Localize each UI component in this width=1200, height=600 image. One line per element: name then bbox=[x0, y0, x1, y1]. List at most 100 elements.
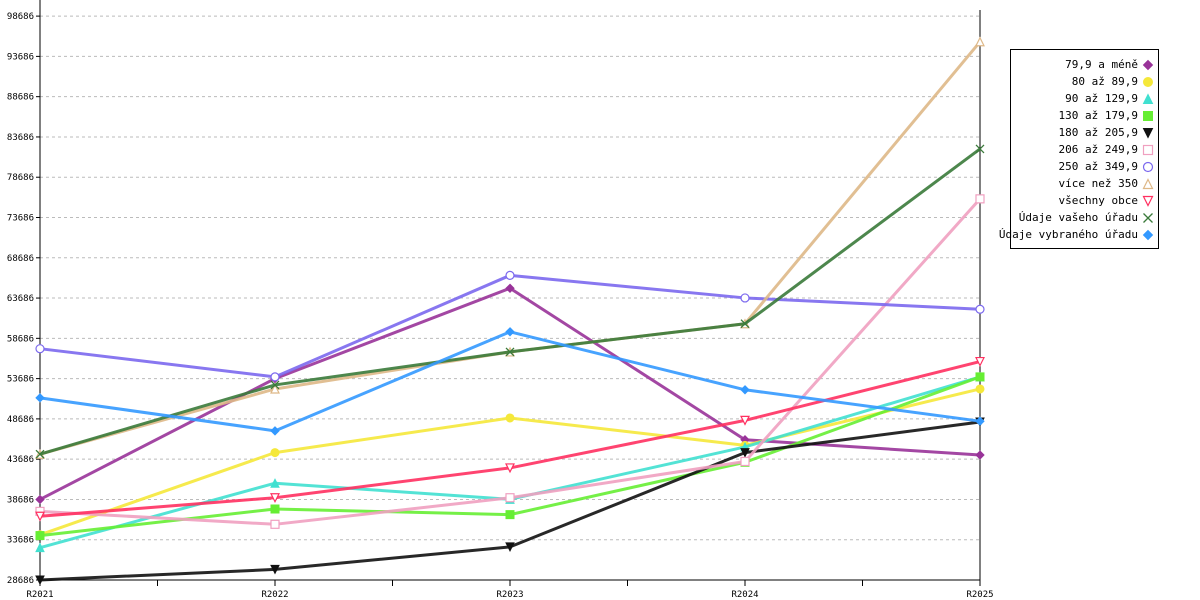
legend-marker-icon bbox=[1142, 127, 1154, 139]
series-line bbox=[35, 371, 985, 553]
data-point bbox=[35, 542, 45, 553]
y-tick-label: 68686 bbox=[7, 254, 34, 264]
y-tick-label: 63686 bbox=[7, 294, 34, 304]
data-point bbox=[1143, 110, 1153, 121]
y-tick-label: 33686 bbox=[7, 536, 34, 546]
legend-item: 80 až 89,9 bbox=[1072, 73, 1154, 90]
data-point bbox=[505, 270, 515, 280]
legend-label: Údaje vybraného úřadu bbox=[998, 228, 1138, 241]
data-point bbox=[270, 383, 280, 394]
data-point bbox=[975, 450, 985, 460]
data-point bbox=[505, 327, 515, 337]
series-line bbox=[35, 194, 985, 529]
x-tick-label: R2025 bbox=[966, 590, 993, 600]
data-point bbox=[975, 356, 985, 367]
data-point bbox=[975, 36, 985, 47]
y-tick-label: 98686 bbox=[7, 12, 34, 22]
data-point bbox=[975, 194, 985, 204]
x-tick-label: R2024 bbox=[731, 590, 758, 600]
legend-item: 79,9 a méně bbox=[1065, 56, 1154, 73]
data-point bbox=[505, 542, 515, 552]
y-tick-label: 73686 bbox=[7, 214, 34, 224]
data-point bbox=[505, 493, 515, 503]
y-tick-label: 58686 bbox=[7, 334, 34, 344]
data-point bbox=[740, 456, 750, 467]
series-path bbox=[39, 197, 982, 526]
x-tick-label: R2023 bbox=[496, 590, 523, 600]
data-point bbox=[740, 293, 750, 303]
legend-label: 90 až 129,9 bbox=[1065, 92, 1138, 105]
legend-marker-icon bbox=[1142, 229, 1154, 240]
data-point bbox=[35, 531, 45, 541]
data-point bbox=[975, 144, 985, 154]
y-tick-label: 93686 bbox=[7, 52, 34, 62]
legend-marker-icon bbox=[1142, 177, 1154, 189]
y-tick-label: 38686 bbox=[7, 495, 34, 505]
data-point bbox=[505, 413, 515, 423]
data-point bbox=[975, 372, 985, 382]
legend-label: všechny obce bbox=[1058, 194, 1138, 207]
legend-marker-icon bbox=[1142, 59, 1154, 70]
data-point bbox=[975, 416, 985, 426]
data-point bbox=[1142, 92, 1154, 104]
legend-label: 206 až 249,9 bbox=[1058, 143, 1138, 156]
series-line bbox=[35, 144, 985, 459]
data-point bbox=[270, 372, 280, 382]
data-point bbox=[35, 494, 45, 505]
legend-item: 250 až 349,9 bbox=[1059, 158, 1154, 175]
data-point bbox=[1142, 144, 1154, 155]
legend-item: 206 až 249,9 bbox=[1059, 141, 1154, 158]
legend-label: více než 350 bbox=[1058, 177, 1138, 190]
legend-item: 90 až 129,9 bbox=[1065, 90, 1154, 107]
data-point bbox=[975, 384, 985, 394]
data-point bbox=[35, 344, 45, 354]
legend-label: 250 až 349,9 bbox=[1058, 160, 1138, 173]
data-point bbox=[740, 319, 750, 329]
data-point bbox=[270, 478, 280, 488]
legend-item: Údaje vašeho úřadu bbox=[1019, 209, 1154, 226]
legend-item: 130 až 179,9 bbox=[1059, 107, 1154, 124]
data-point bbox=[35, 511, 45, 522]
data-point bbox=[270, 519, 280, 529]
y-tick-label: 88686 bbox=[7, 93, 34, 103]
legend-marker-icon bbox=[1143, 110, 1153, 121]
data-point bbox=[1142, 161, 1154, 172]
legend-marker-icon bbox=[1143, 212, 1153, 223]
legend-label: 80 až 89,9 bbox=[1071, 75, 1138, 88]
data-point bbox=[740, 448, 750, 458]
x-tick-label: R2021 bbox=[26, 590, 53, 600]
legend-marker-icon bbox=[1142, 92, 1154, 104]
legend-item: 180 až 205,9 bbox=[1059, 124, 1154, 141]
y-tick-label: 83686 bbox=[7, 133, 34, 143]
data-point bbox=[1142, 127, 1154, 139]
legend-marker-icon bbox=[1142, 161, 1154, 172]
data-point bbox=[505, 510, 515, 520]
data-point bbox=[1142, 59, 1154, 70]
data-point bbox=[35, 393, 45, 403]
legend-label: 130 až 179,9 bbox=[1058, 109, 1138, 122]
legend-item: Údaje vybraného úřadu bbox=[999, 226, 1154, 243]
series-line bbox=[35, 270, 985, 382]
legend-item: všechny obce bbox=[1059, 192, 1154, 209]
series-line bbox=[35, 384, 985, 540]
data-point bbox=[740, 415, 750, 426]
data-point bbox=[270, 448, 280, 458]
legend: 79,9 a méně 80 až 89,9 90 až 129,9 130 až 1… bbox=[999, 49, 1159, 249]
data-point bbox=[505, 283, 515, 293]
data-point bbox=[270, 564, 280, 575]
data-point bbox=[1143, 212, 1153, 223]
y-tick-label: 48686 bbox=[7, 415, 34, 425]
data-point bbox=[505, 463, 515, 474]
y-tick-label: 43686 bbox=[7, 455, 34, 465]
data-point bbox=[1142, 195, 1154, 207]
data-point bbox=[740, 385, 750, 395]
legend-item: více než 350 bbox=[1059, 175, 1154, 192]
series-line bbox=[35, 372, 985, 541]
data-point bbox=[270, 380, 280, 390]
data-point bbox=[35, 449, 45, 459]
data-point bbox=[1142, 177, 1154, 189]
x-tick-label: R2022 bbox=[261, 590, 288, 600]
legend-marker-icon bbox=[1142, 144, 1154, 155]
series-path bbox=[39, 40, 982, 456]
